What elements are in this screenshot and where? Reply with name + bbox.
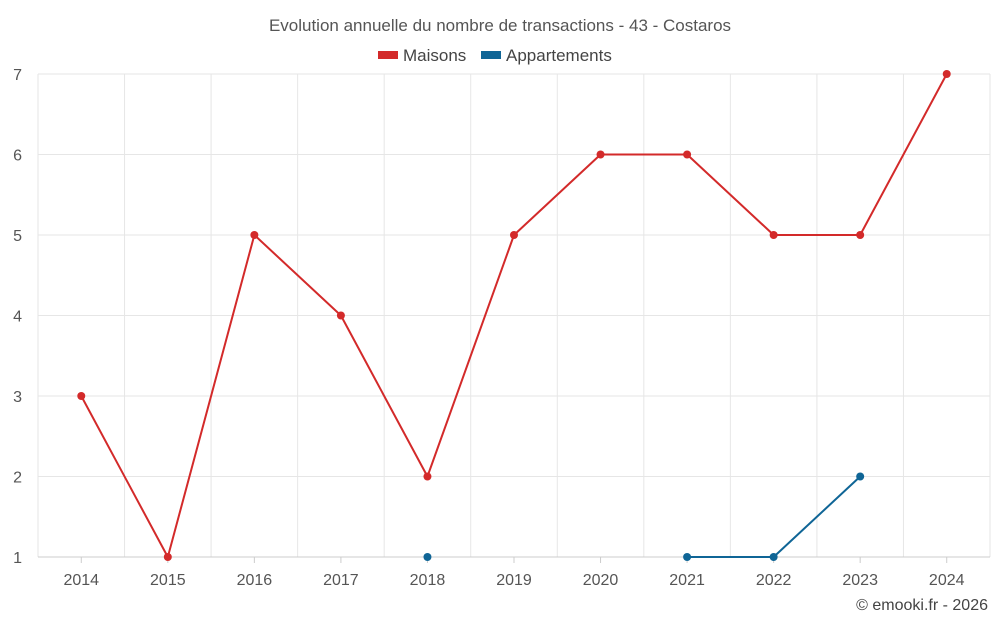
y-tick-label: 7 (13, 67, 22, 84)
axes: 1 2 3 4 5 6 7 2014 2015 2016 2017 2018 2019 2020 2021 2… (13, 67, 990, 589)
data-point-appartements[interactable] (423, 553, 432, 561)
legend-swatch-appartements (481, 51, 501, 59)
data-point-maisons[interactable] (856, 231, 865, 239)
series-maisons (77, 70, 951, 561)
credit-text: © emooki.fr - 2026 (856, 597, 988, 614)
x-tick-label: 2022 (756, 572, 792, 589)
series-line-appartements (687, 475, 861, 558)
x-tick-label: 2023 (842, 572, 878, 589)
series (77, 70, 951, 561)
y-tick-label: 6 (13, 148, 22, 165)
data-point-maisons[interactable] (163, 553, 172, 561)
x-tick-label: 2014 (63, 572, 99, 589)
legend-swatch-maisons (378, 51, 398, 59)
x-tick-label: 2017 (323, 572, 359, 589)
legend: Maisons Appartements (378, 46, 612, 65)
data-point-maisons[interactable] (77, 392, 86, 400)
x-tick-label: 2020 (583, 572, 619, 589)
x-tick-label: 2016 (237, 572, 273, 589)
x-tick-label: 2018 (410, 572, 446, 589)
x-tick-label: 2019 (496, 572, 532, 589)
data-point-maisons[interactable] (423, 472, 432, 481)
data-point-appartements[interactable] (856, 472, 865, 481)
y-tick-label: 3 (13, 389, 22, 406)
y-tick-label: 5 (13, 228, 22, 245)
gridlines (37, 73, 991, 557)
legend-label-maisons[interactable]: Maisons (403, 46, 466, 65)
x-tick-label: 2024 (929, 572, 965, 589)
data-point-maisons[interactable] (336, 311, 345, 320)
y-tick-label: 2 (13, 470, 22, 487)
data-point-maisons[interactable] (769, 231, 778, 239)
data-point-appartements[interactable] (769, 553, 778, 561)
data-point-maisons[interactable] (683, 150, 692, 159)
y-tick-label: 1 (13, 550, 22, 567)
data-point-maisons[interactable] (510, 231, 518, 239)
data-point-appartements[interactable] (683, 553, 692, 561)
y-tick-label: 4 (13, 309, 22, 326)
x-tick-label: 2021 (669, 572, 705, 589)
data-point-maisons[interactable] (942, 70, 951, 78)
data-point-maisons[interactable] (250, 231, 259, 239)
x-tick-label: 2015 (150, 572, 186, 589)
series-appartements (423, 472, 865, 561)
chart-title: Evolution annuelle du nombre de transact… (269, 16, 731, 35)
data-point-maisons[interactable] (596, 150, 605, 159)
legend-label-appartements[interactable]: Appartements (506, 46, 612, 65)
